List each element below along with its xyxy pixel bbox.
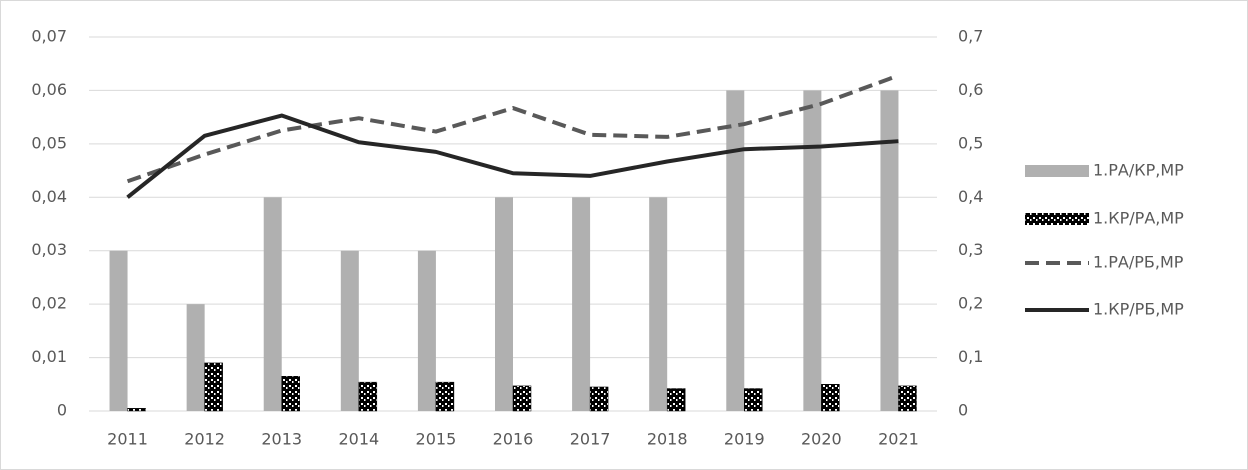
x-tick-label: 2017 xyxy=(570,430,611,449)
bar xyxy=(880,90,899,411)
bar xyxy=(358,381,378,412)
x-tick-label: 2018 xyxy=(647,430,688,449)
y2-tick-label: 0,7 xyxy=(958,27,983,46)
bar xyxy=(417,250,436,411)
bar xyxy=(263,197,282,411)
legend-label: 1.КР/РА,МР xyxy=(1093,209,1184,228)
bar xyxy=(435,381,455,412)
legend-label: 1.РА/РБ,МР xyxy=(1093,253,1184,272)
y-tick-label: 0,03 xyxy=(31,240,67,259)
y2-tick-label: 0,5 xyxy=(958,133,983,152)
y2-tick-label: 0,4 xyxy=(958,187,983,206)
line xyxy=(126,73,900,184)
bar xyxy=(204,362,223,412)
x-tick-label: 2019 xyxy=(724,430,765,449)
bar xyxy=(666,388,686,412)
legend-label: 1.РА/КР,МР xyxy=(1093,161,1184,180)
legend-swatch xyxy=(1025,165,1089,177)
bar xyxy=(726,90,745,411)
x-tick-label: 2012 xyxy=(184,430,225,449)
y2-tick-label: 0,2 xyxy=(958,294,983,313)
bar xyxy=(340,250,359,411)
bar xyxy=(186,304,205,411)
bar xyxy=(512,385,532,412)
y2-tick-label: 0,1 xyxy=(958,347,983,366)
y-tick-label: 0,06 xyxy=(31,80,67,99)
bar xyxy=(572,197,591,411)
y-tick-label: 0,02 xyxy=(31,294,67,313)
x-tick-label: 2016 xyxy=(493,430,534,449)
x-tick-label: 2015 xyxy=(416,430,457,449)
x-tick-label: 2011 xyxy=(107,430,148,449)
bar xyxy=(495,197,513,411)
x-tick-label: 2021 xyxy=(878,430,919,449)
y-tick-label: 0 xyxy=(57,401,67,420)
bar xyxy=(109,250,128,411)
y-tick-label: 0,07 xyxy=(31,27,67,46)
y2-tick-label: 0 xyxy=(958,401,968,420)
y2-tick-label: 0,6 xyxy=(958,80,983,99)
line xyxy=(126,113,899,199)
y-tick-label: 0,05 xyxy=(31,133,67,152)
x-tick-label: 2013 xyxy=(261,430,302,449)
bar xyxy=(589,386,609,412)
legend-label: 1.КР/РБ,МР xyxy=(1093,300,1184,319)
y2-tick-label: 0,3 xyxy=(958,240,983,259)
bar xyxy=(821,384,840,412)
x-tick-label: 2014 xyxy=(338,430,379,449)
bar xyxy=(127,408,146,412)
bar xyxy=(803,90,822,411)
y-tick-label: 0,04 xyxy=(31,187,67,206)
bar xyxy=(744,388,763,412)
y-tick-label: 0,01 xyxy=(31,347,67,366)
bar xyxy=(281,376,300,412)
bar xyxy=(649,197,668,411)
x-tick-label: 2020 xyxy=(801,430,842,449)
bar xyxy=(898,385,917,412)
legend-swatch xyxy=(1025,213,1089,225)
